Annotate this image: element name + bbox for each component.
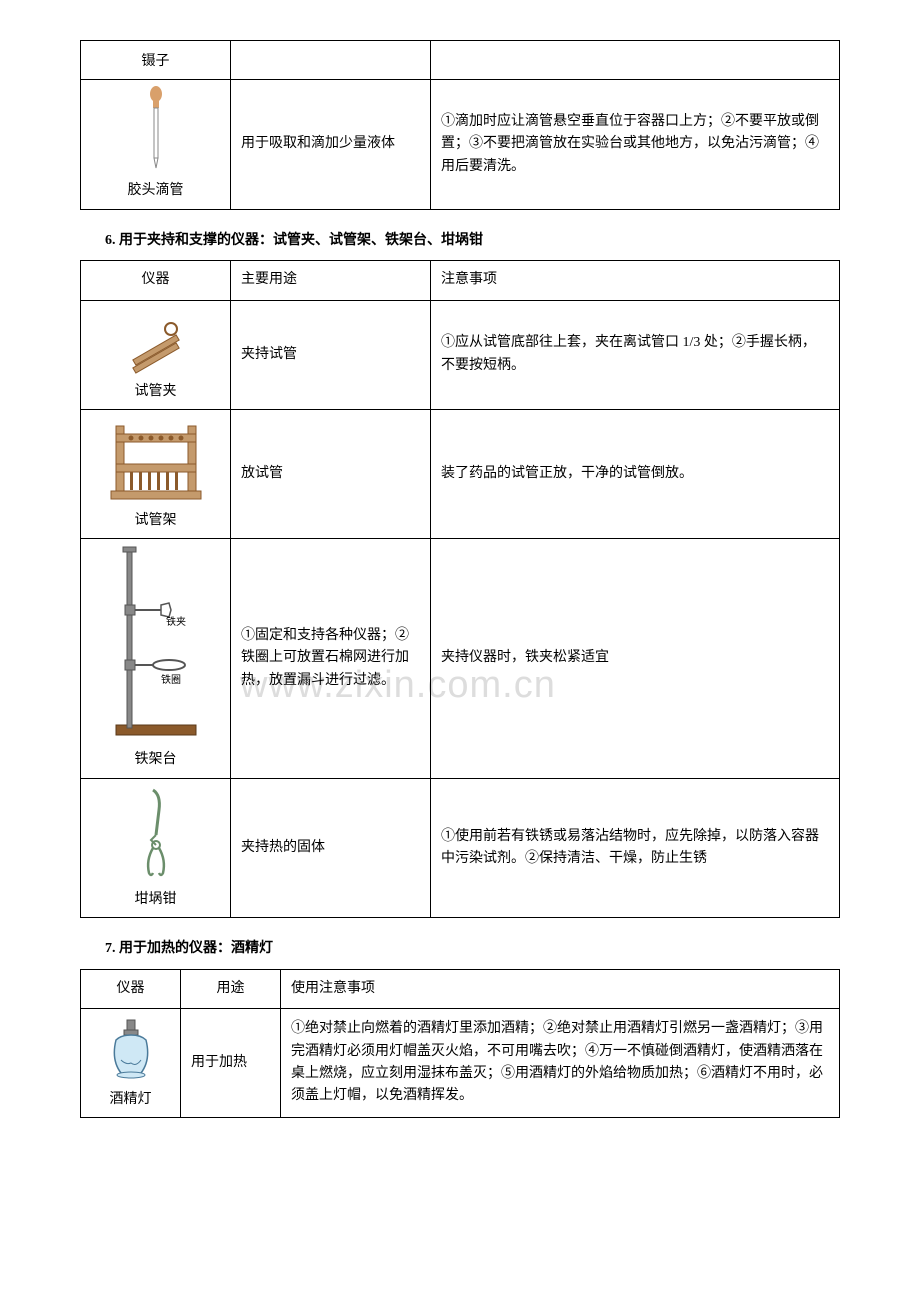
header-notes: 使用注意事项	[281, 969, 840, 1008]
device-label: 铁架台	[87, 749, 224, 771]
iron-stand-icon: 铁夹 铁圈	[101, 545, 211, 745]
device-cell-crucible-tongs: 坩埚钳	[81, 778, 231, 917]
ring-label: 铁圈	[161, 673, 181, 686]
notes-cell: ①滴加时应让滴管悬空垂直位于容器口上方；②不要平放或倒置；③不要把滴管放在实验台…	[431, 80, 840, 209]
header-device: 仪器	[81, 969, 181, 1008]
usage-cell: 用于加热	[181, 1008, 281, 1117]
clamp-label: 铁夹	[166, 615, 186, 628]
usage-cell: 放试管	[231, 409, 431, 538]
table-row: 胶头滴管 用于吸取和滴加少量液体 ①滴加时应让滴管悬空垂直位于容器口上方；②不要…	[81, 80, 840, 209]
table-top: 镊子 胶头滴管 用于吸取和滴加少量液体 ①滴加时应让滴管悬空垂直位于容器口上方；…	[80, 40, 840, 210]
device-cell-iron-stand: 铁夹 铁圈 铁架台	[81, 539, 231, 778]
device-label: 试管架	[87, 510, 224, 532]
device-label: 坩埚钳	[87, 889, 224, 911]
device-cell-tweezers: 镊子	[81, 41, 231, 80]
table-row: 酒精灯 用于加热 ①绝对禁止向燃着的酒精灯里添加酒精；②绝对禁止用酒精灯引燃另一…	[81, 1008, 840, 1117]
device-label: 试管夹	[87, 381, 224, 403]
device-cell-tube-clamp: 试管夹	[81, 300, 231, 409]
table-row: 铁夹 铁圈 铁架台 ①固定和支持各种仪器；②铁圈上可放置石棉网进行加热，放置漏斗…	[81, 539, 840, 778]
notes-cell: 装了药品的试管正放，干净的试管倒放。	[431, 409, 840, 538]
table-row: 试管夹 夹持试管 ①应从试管底部往上套，夹在离试管口 1/3 处；②手握长柄，不…	[81, 300, 840, 409]
crucible-tongs-icon	[131, 785, 181, 885]
table-header-row: 仪器 主要用途 注意事项	[81, 261, 840, 300]
usage-cell: 夹持热的固体	[231, 778, 431, 917]
page-content: 镊子 胶头滴管 用于吸取和滴加少量液体 ①滴加时应让滴管悬空垂直位于容器口上方；…	[80, 40, 840, 1118]
header-usage: 主要用途	[231, 261, 431, 300]
alcohol-lamp-icon	[101, 1015, 161, 1085]
notes-cell	[431, 41, 840, 80]
notes-cell: 夹持仪器时，铁夹松紧适宜	[431, 539, 840, 778]
tube-clamp-icon	[116, 307, 196, 377]
device-label: 胶头滴管	[87, 180, 224, 202]
notes-cell: ①绝对禁止向燃着的酒精灯里添加酒精；②绝对禁止用酒精灯引燃另一盏酒精灯；③用完酒…	[281, 1008, 840, 1117]
usage-cell	[231, 41, 431, 80]
dropper-icon	[141, 86, 171, 176]
device-label: 镊子	[87, 51, 224, 73]
table-row: 镊子	[81, 41, 840, 80]
header-notes: 注意事项	[431, 261, 840, 300]
table-section6: 仪器 主要用途 注意事项 试管夹 夹持试管 ①应从试管底部往上套，夹在离试管口 …	[80, 260, 840, 918]
table-section7: 仪器 用途 使用注意事项 酒精灯 用于加热 ①绝对禁止向燃着的酒精灯里添加酒精；…	[80, 969, 840, 1119]
table-header-row: 仪器 用途 使用注意事项	[81, 969, 840, 1008]
header-usage: 用途	[181, 969, 281, 1008]
usage-cell: ①固定和支持各种仪器；②铁圈上可放置石棉网进行加热，放置漏斗进行过滤。	[231, 539, 431, 778]
usage-cell: 夹持试管	[231, 300, 431, 409]
table-row: 试管架 放试管 装了药品的试管正放，干净的试管倒放。	[81, 409, 840, 538]
notes-cell: ①使用前若有铁锈或易落沾结物时，应先除掉，以防落入容器中污染试剂。②保持清洁、干…	[431, 778, 840, 917]
device-cell-tube-rack: 试管架	[81, 409, 231, 538]
device-cell-dropper: 胶头滴管	[81, 80, 231, 209]
header-device: 仪器	[81, 261, 231, 300]
section7-title: 7. 用于加热的仪器：酒精灯	[80, 938, 840, 960]
section6-title: 6. 用于夹持和支撑的仪器：试管夹、试管架、铁架台、坩埚钳	[80, 230, 840, 252]
usage-cell: 用于吸取和滴加少量液体	[231, 80, 431, 209]
tube-rack-icon	[106, 416, 206, 506]
table-row: 坩埚钳 夹持热的固体 ①使用前若有铁锈或易落沾结物时，应先除掉，以防落入容器中污…	[81, 778, 840, 917]
notes-cell: ①应从试管底部往上套，夹在离试管口 1/3 处；②手握长柄，不要按短柄。	[431, 300, 840, 409]
device-cell-alcohol-lamp: 酒精灯	[81, 1008, 181, 1117]
device-label: 酒精灯	[87, 1089, 174, 1111]
